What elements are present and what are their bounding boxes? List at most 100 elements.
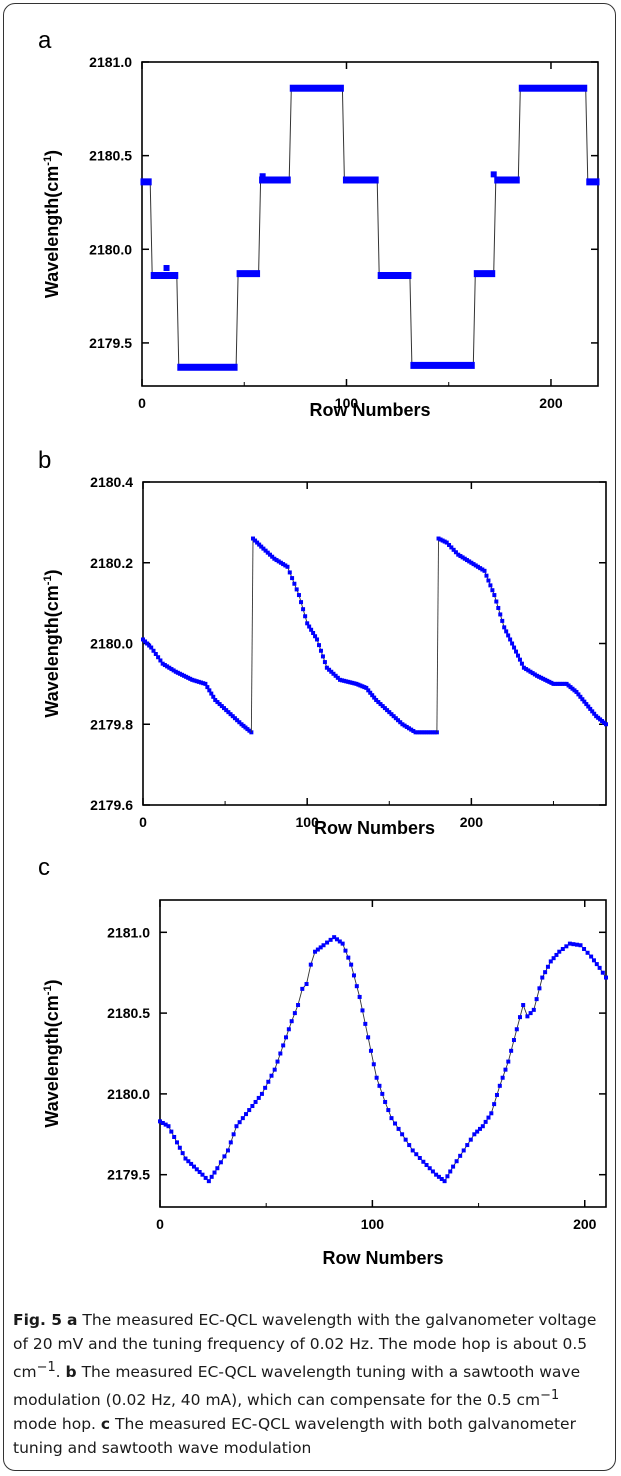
data-point <box>417 1155 422 1160</box>
data-point <box>490 171 497 178</box>
data-point <box>525 1014 530 1019</box>
data-point <box>301 607 306 612</box>
data-point <box>564 944 569 949</box>
data-point <box>320 654 325 659</box>
data-point <box>290 576 295 581</box>
data-point <box>221 706 226 711</box>
data-point <box>278 1051 283 1056</box>
y-tick-label: 2179.5 <box>107 1167 150 1183</box>
data-point <box>585 950 590 955</box>
data-point <box>451 547 456 552</box>
y-tick-label: 2179.8 <box>90 716 133 732</box>
data-point <box>235 718 240 723</box>
panel-letter-c: c <box>38 854 50 881</box>
data-point <box>180 1151 185 1156</box>
x-tick-label: 200 <box>539 395 563 411</box>
y-axis-label: Wavelength(cm-1) <box>42 569 62 717</box>
data-point <box>378 702 383 707</box>
caption-text-a: The measured EC-QCL wavelength with the … <box>13 1311 597 1382</box>
data-point <box>296 593 301 598</box>
plot-frame-b <box>142 481 607 806</box>
plateau-bar <box>494 176 520 184</box>
caption-sup-a: −1 <box>36 1360 56 1375</box>
data-point <box>171 668 176 673</box>
data-point <box>496 605 501 610</box>
data-point <box>560 681 565 686</box>
data-point <box>545 964 550 969</box>
data-point <box>285 564 290 569</box>
data-point <box>430 1169 435 1174</box>
data-point <box>488 583 493 588</box>
data-point <box>366 1035 371 1040</box>
data-point <box>424 730 429 735</box>
data-point <box>391 714 396 719</box>
data-point <box>265 550 270 555</box>
data-point <box>578 694 583 699</box>
data-point <box>222 1154 227 1159</box>
jump-connector <box>436 538 439 733</box>
plateau-bar <box>236 270 261 278</box>
data-point <box>253 538 258 543</box>
data-point <box>213 698 218 703</box>
data-point <box>166 1124 171 1129</box>
data-point <box>332 935 337 940</box>
data-point <box>275 1059 280 1064</box>
panel-a: a 0 100 200 2179.5 2180.0 2180.5 2181.0 Row Num… <box>38 27 600 420</box>
data-point <box>374 698 379 703</box>
data-point <box>286 1027 291 1032</box>
data-point <box>377 1083 382 1088</box>
figure-caption: Fig. 5 a The measured EC-QCL wavelength … <box>13 1308 608 1460</box>
data-point <box>571 942 576 947</box>
data-point <box>313 949 318 954</box>
data-point <box>321 943 326 948</box>
data-point <box>478 566 483 571</box>
data-point <box>504 629 509 634</box>
data-point <box>366 688 371 693</box>
data-point <box>370 693 375 698</box>
data-point <box>276 559 281 564</box>
data-point <box>228 1140 233 1145</box>
data-point <box>334 937 339 942</box>
data-point <box>151 648 156 653</box>
data-point <box>465 1143 470 1148</box>
data-point <box>389 1116 394 1121</box>
data-point <box>364 685 369 690</box>
data-point <box>344 679 349 684</box>
data-point <box>586 704 591 709</box>
data-point <box>554 952 559 957</box>
data-point <box>315 637 320 642</box>
data-point <box>594 962 599 967</box>
data-point <box>591 958 596 963</box>
panel-c: c 0 100 200 2179.5 2180.0 2180.5 2181.0 Row Num… <box>38 854 608 1268</box>
data-point <box>551 681 556 686</box>
data-point <box>352 681 357 686</box>
y-tick-label: 2180.2 <box>90 555 133 571</box>
data-point <box>172 1134 177 1139</box>
data-point <box>521 665 526 670</box>
data-point <box>192 678 197 683</box>
data-point <box>434 1172 439 1177</box>
data-point <box>153 651 158 656</box>
caption-text-c: The measured EC-QCL wavelength with both… <box>13 1415 576 1458</box>
data-point <box>363 1021 368 1026</box>
data-point <box>303 614 308 619</box>
data-point <box>551 956 556 961</box>
data-point <box>417 730 422 735</box>
caption-label-b: b <box>65 1363 77 1382</box>
data-point <box>218 1160 223 1165</box>
x-tick-label: 200 <box>573 1216 597 1232</box>
data-point <box>427 1166 432 1171</box>
data-point <box>386 1108 391 1113</box>
data-point <box>398 720 403 725</box>
data-point <box>592 711 597 716</box>
data-point <box>588 706 593 711</box>
data-point <box>256 1095 261 1100</box>
y-axis-label-close: ) <box>42 979 62 985</box>
data-point <box>226 710 231 715</box>
data-point <box>576 692 581 697</box>
y-axis-label-text: Wavelength(cm <box>42 166 62 298</box>
x-tick-label: 0 <box>138 395 146 411</box>
data-point <box>167 665 172 670</box>
data-point <box>360 1008 365 1013</box>
data-point <box>402 723 407 728</box>
